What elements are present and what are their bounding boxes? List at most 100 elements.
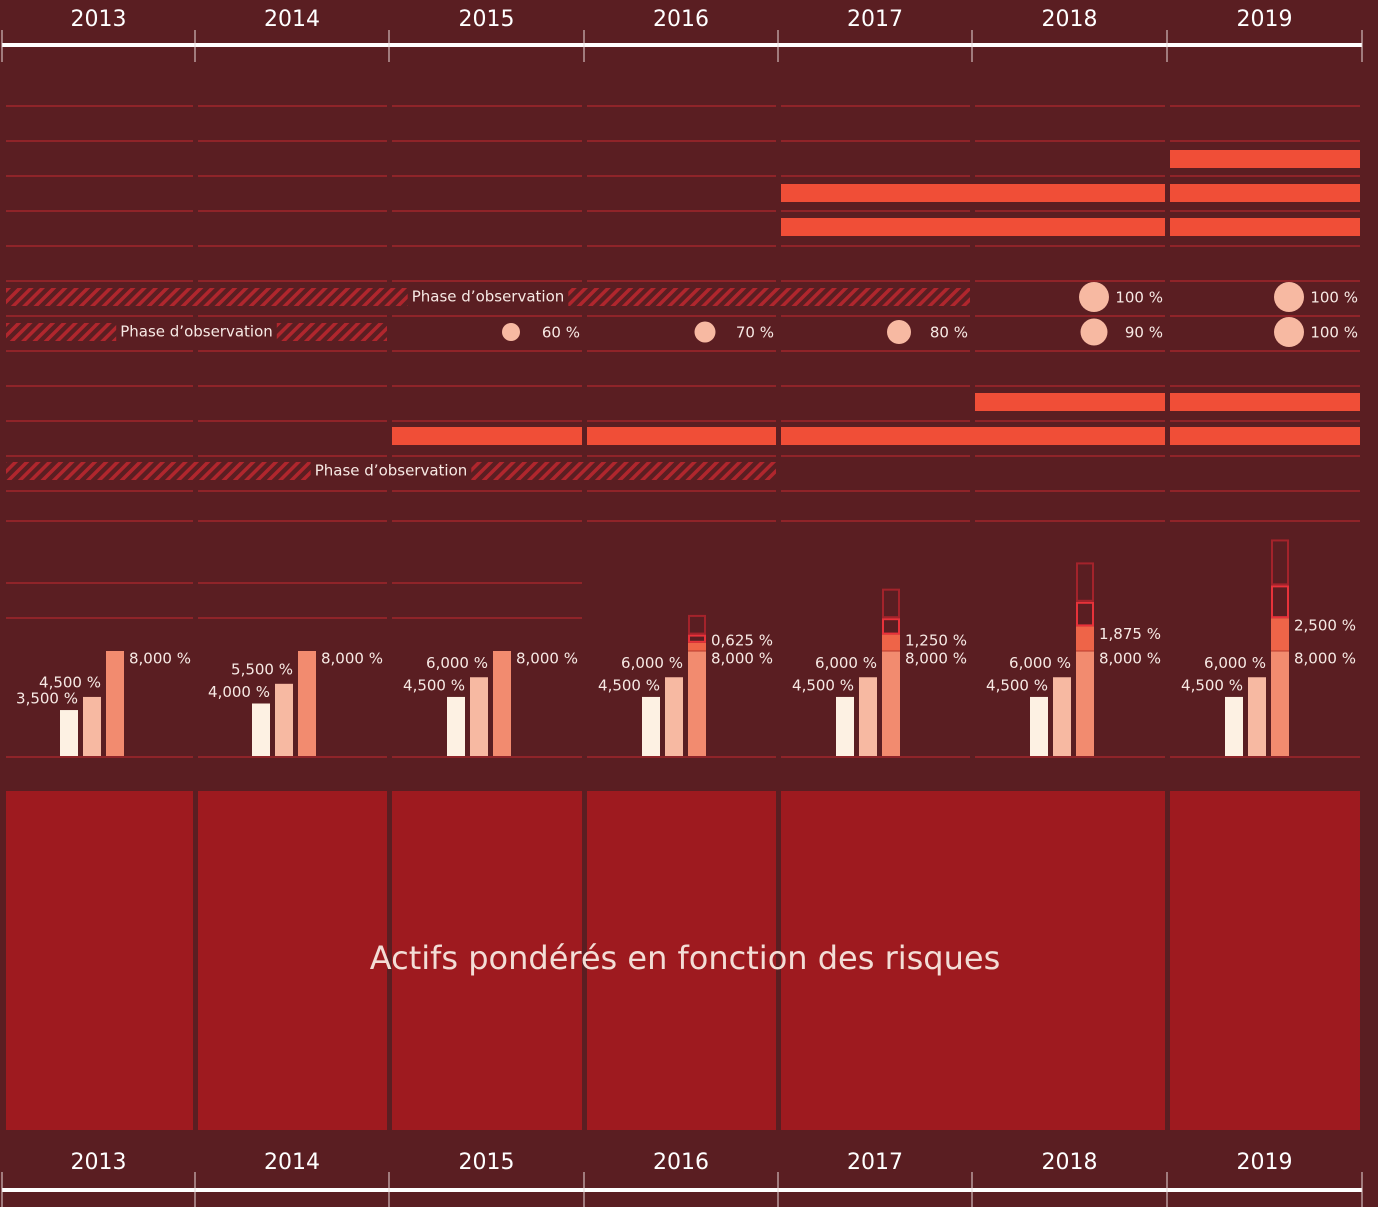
bar-label: 6,000 %: [1204, 654, 1266, 672]
rwa-block: [781, 791, 1165, 1130]
rwa-block: [587, 791, 776, 1130]
phase-circle: [887, 320, 911, 344]
phase-label: 100 %: [1310, 289, 1358, 307]
phase-circle: [694, 321, 716, 343]
bar-label: 1,250 %: [905, 632, 967, 650]
bar: [83, 696, 101, 756]
year-label: 2016: [653, 1150, 709, 1175]
outline-bar: [882, 618, 900, 635]
phase-circle: [502, 323, 520, 341]
bar-label: 4,500 %: [598, 676, 660, 694]
bar-label: 4,500 %: [403, 676, 465, 694]
year-label: 2013: [71, 1150, 127, 1175]
year-label: 2015: [459, 1150, 515, 1175]
label-bg: [116, 323, 277, 341]
bar: [1271, 651, 1289, 756]
rwa-block: [198, 791, 387, 1130]
phase-bar: [781, 218, 1165, 236]
phase-bar: [587, 427, 776, 445]
phase-bar: [392, 427, 582, 445]
phase-label: 100 %: [1310, 324, 1358, 342]
bar-label: 3,500 %: [16, 690, 78, 708]
phase-bar: [781, 184, 1165, 202]
header-line: [2, 43, 1362, 47]
header-line: [2, 1188, 1362, 1192]
year-label: 2018: [1042, 7, 1098, 32]
rwa-block: [392, 791, 582, 1130]
year-label: 2018: [1042, 1150, 1098, 1175]
outline-bar: [688, 614, 706, 635]
outline-bar: [1271, 539, 1289, 586]
bar-label: 5,500 %: [231, 660, 293, 678]
bar: [252, 703, 270, 756]
rwa-label: Actifs pondérés en fonction des risques: [370, 939, 1000, 977]
bar-label: 4,500 %: [39, 673, 101, 691]
bar-label: 8,000 %: [1099, 650, 1161, 668]
outline-bar: [1271, 585, 1289, 619]
label-bg: [407, 288, 569, 306]
phase-circle: [1080, 318, 1108, 346]
buffer-bar: [1076, 626, 1094, 651]
bar: [447, 696, 465, 756]
phase-bar: [1170, 150, 1360, 168]
bar-label: 8,000 %: [516, 650, 578, 668]
phase-circle: [1079, 282, 1109, 312]
outline-bar: [882, 588, 900, 619]
bar-label: 0,625 %: [711, 632, 773, 650]
year-label: 2017: [847, 1150, 903, 1175]
observation-label: Phase d’observation: [315, 462, 468, 480]
bar: [470, 677, 488, 756]
outline-bar: [688, 634, 706, 643]
buffer-bar: [882, 634, 900, 651]
phase-label: 90 %: [1125, 324, 1163, 342]
bar: [688, 651, 706, 756]
phase-label: 60 %: [542, 324, 580, 342]
bar: [665, 677, 683, 756]
bar: [1053, 677, 1071, 756]
phase-label: 100 %: [1115, 289, 1163, 307]
bar-label: 8,000 %: [129, 650, 191, 668]
outline-bar: [1076, 562, 1094, 602]
year-label: 2017: [847, 7, 903, 32]
bar: [1248, 677, 1266, 756]
bar-label: 2,500 %: [1294, 617, 1356, 635]
bar-label: 8,000 %: [711, 650, 773, 668]
bar-label: 4,500 %: [792, 676, 854, 694]
bar: [60, 710, 78, 756]
buffer-bar: [688, 642, 706, 651]
phase-label: 70 %: [736, 324, 774, 342]
label-bg: [310, 462, 472, 480]
bar-label: 8,000 %: [1294, 650, 1356, 668]
bar: [1225, 696, 1243, 756]
phase-label: 80 %: [930, 324, 968, 342]
bar-label: 8,000 %: [905, 650, 967, 668]
phase-bar: [781, 427, 1165, 445]
phase-bar: [1170, 393, 1360, 411]
bar-label: 6,000 %: [1009, 654, 1071, 672]
bar: [882, 651, 900, 756]
phase-circle: [1274, 317, 1304, 347]
bar: [859, 677, 877, 756]
rwa-block: [1170, 791, 1360, 1130]
bar-label: 6,000 %: [426, 654, 488, 672]
year-label: 2015: [459, 7, 515, 32]
bar: [642, 696, 660, 756]
year-label: 2019: [1237, 7, 1293, 32]
bar-label: 8,000 %: [321, 650, 383, 668]
rwa-block: [6, 791, 193, 1130]
phase-bar: [1170, 184, 1360, 202]
observation-label: Phase d’observation: [412, 288, 565, 306]
phase-circle: [1274, 282, 1304, 312]
year-label: 2016: [653, 7, 709, 32]
bar-label: 4,000 %: [208, 683, 270, 701]
observation-label: Phase d’observation: [120, 323, 273, 341]
phase-bar: [1170, 218, 1360, 236]
bar: [275, 683, 293, 756]
phase-bar: [1170, 427, 1360, 445]
bar: [836, 696, 854, 756]
bar: [1030, 696, 1048, 756]
bar-label: 4,500 %: [1181, 676, 1243, 694]
year-label: 2014: [264, 7, 320, 32]
